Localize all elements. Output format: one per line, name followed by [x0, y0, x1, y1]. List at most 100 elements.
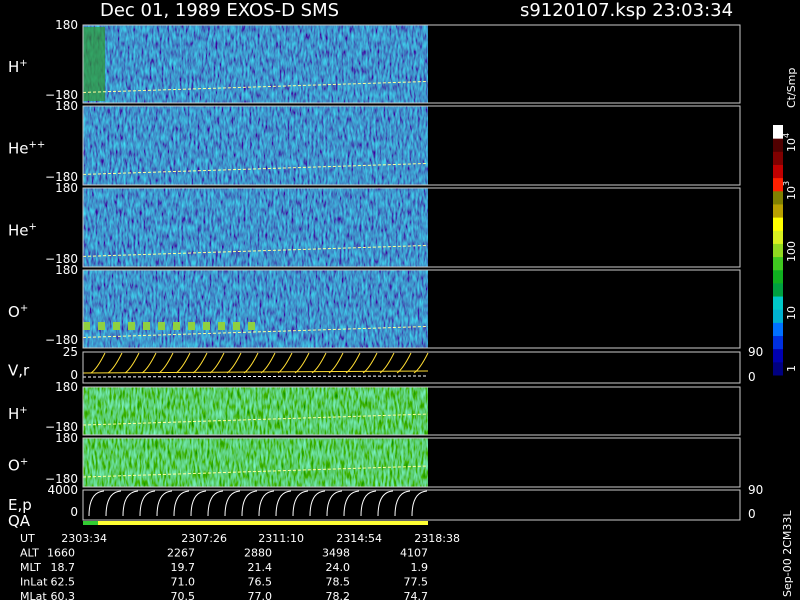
version-stamp: Sep-00 2CM33L — [781, 510, 794, 597]
file-stamp: s9120107.ksp 23:03:34 — [520, 0, 733, 21]
velocity-trace — [243, 352, 259, 374]
energy-sweep — [224, 490, 241, 517]
tick-label: 0 — [70, 505, 78, 519]
row-value: 60.3 — [51, 590, 76, 600]
panel-label-base: E,p — [8, 496, 32, 514]
colorbar-label: 103 — [782, 181, 798, 200]
qa-bar — [98, 521, 428, 525]
row-value: 78.5 — [326, 576, 351, 589]
velocity-trace — [192, 352, 208, 374]
energy-sweep — [275, 490, 292, 517]
velocity-trace — [90, 352, 106, 374]
colorbar-step — [773, 190, 783, 205]
pitch-trace — [82, 80, 429, 93]
colorbar-label-base: 100 — [785, 241, 798, 262]
panel-label-sup: ++ — [29, 140, 46, 151]
panel-label: QA — [8, 512, 31, 530]
velocity-trace — [158, 352, 174, 374]
spectrogram-burst — [158, 322, 165, 330]
pitch-trace — [82, 325, 429, 338]
energy-sweep — [207, 490, 224, 517]
spectrogram-burst — [98, 322, 105, 330]
panel-label-base: O — [8, 457, 20, 475]
colorbar-step — [773, 282, 783, 297]
colorbar-label: 10 — [785, 306, 798, 320]
row-value: 77.0 — [248, 590, 273, 600]
radius-trace — [82, 375, 429, 378]
colorbar-step — [773, 138, 783, 152]
row-value: 4107 — [400, 547, 428, 560]
spectrogram-burst — [83, 27, 105, 101]
spectrogram-burst — [218, 322, 225, 330]
colorbar-step — [773, 348, 783, 363]
colorbar-label-base: 1 — [785, 365, 798, 372]
velocity-trace — [362, 352, 378, 374]
colorbar-step — [773, 361, 783, 376]
energy-sweep — [258, 490, 275, 517]
colorbar-label-sup: 3 — [782, 181, 791, 186]
spectrogram-burst — [173, 322, 180, 330]
panel-label: H+ — [8, 58, 28, 76]
velocity-trace — [379, 352, 395, 374]
spectrogram-burst — [248, 322, 255, 330]
row-value: 3498 — [322, 547, 350, 560]
row-value: 74.7 — [404, 590, 429, 600]
panel-label-sup: + — [20, 457, 28, 468]
panel-label-sup: + — [20, 303, 28, 314]
energy-sweep — [241, 490, 258, 517]
colorbar-step — [773, 243, 783, 258]
tick-label: 180 — [55, 380, 78, 394]
title: Dec 01, 1989 EXOS-D SMS — [100, 0, 339, 21]
row-value: 78.2 — [326, 590, 351, 600]
colorbar-step — [773, 217, 783, 231]
tick-label: 180 — [55, 99, 78, 113]
energy-sweep — [122, 490, 139, 517]
row-value: 1660 — [47, 547, 75, 560]
row-name: UT — [20, 532, 35, 545]
colorbar-step — [773, 151, 783, 165]
velocity-trace — [260, 352, 276, 374]
pitch-trace — [82, 244, 429, 257]
colorbar-label-base: 10 — [785, 186, 798, 200]
panel-label: He++ — [8, 140, 45, 158]
energy-sweep — [292, 490, 309, 517]
row-value: 19.7 — [171, 561, 196, 574]
tick-label: 180 — [55, 263, 78, 277]
colorbar-step — [773, 309, 783, 323]
colorbar-step — [773, 177, 783, 192]
row-value: 2303:34 — [61, 532, 107, 545]
panel-frame — [82, 386, 741, 436]
tick-label: 180 — [55, 18, 78, 32]
colorbar-label-base: 10 — [785, 138, 798, 152]
pitch-trace — [82, 465, 429, 478]
panel-label: O+ — [8, 457, 28, 475]
colorbar-step — [773, 256, 783, 271]
panel-label: V,r — [8, 362, 30, 380]
energy-sweep — [105, 490, 122, 517]
velocity-trace — [396, 352, 412, 374]
velocity-trace — [277, 352, 293, 374]
tick-label: −180 — [45, 472, 78, 486]
colorbar-label-sup: 4 — [782, 133, 791, 138]
energy-sweep — [190, 490, 207, 517]
velocity-trace — [124, 352, 140, 374]
velocity-trace — [141, 352, 157, 374]
velocity-trace — [328, 352, 344, 374]
spectrogram-burst — [233, 322, 240, 330]
energy-sweep — [156, 490, 173, 517]
tick-label: −180 — [45, 252, 78, 266]
panels: H+180−180He++180−180He+180−180O+180−180V… — [8, 18, 763, 530]
panel-frame — [82, 351, 741, 384]
right-tick-label: 90 — [748, 483, 763, 497]
colorbar-label: 1 — [785, 365, 798, 372]
velocity-trace — [107, 352, 123, 374]
velocity-base — [82, 370, 429, 374]
velocity-trace — [209, 352, 225, 374]
energy-sweep — [411, 490, 428, 517]
panel-label: E,p — [8, 496, 32, 514]
row-name: MLT — [20, 561, 41, 574]
row-value: 76.5 — [248, 576, 273, 589]
right-tick-label: 90 — [748, 345, 763, 359]
